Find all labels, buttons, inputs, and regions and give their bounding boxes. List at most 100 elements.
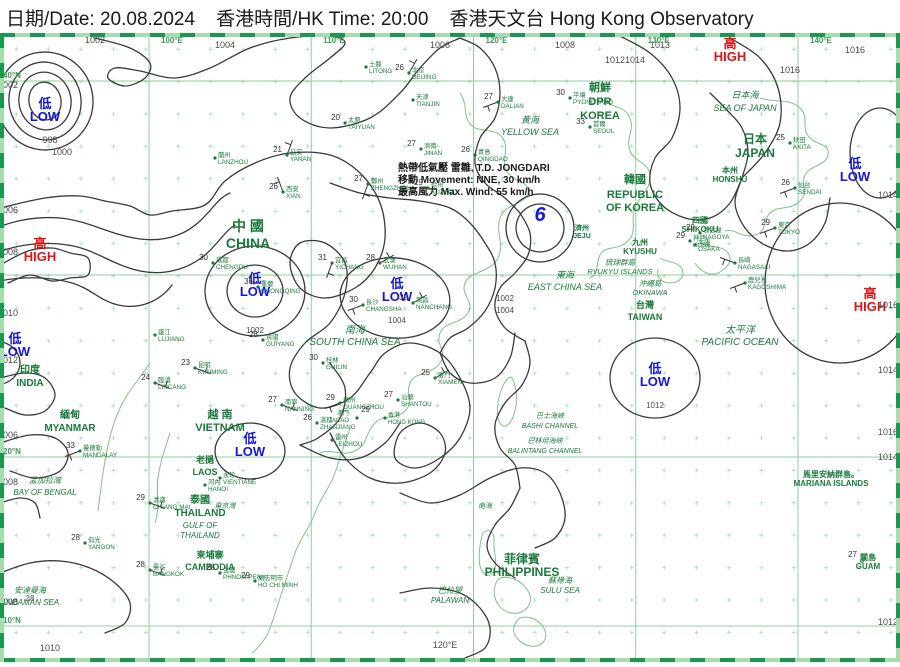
svg-text:28: 28 [366,253,375,262]
svg-text:HONSHU: HONSHU [713,175,748,184]
svg-text:東京灣: 東京灣 [215,502,237,510]
svg-text:40°N: 40°N [3,71,21,80]
svg-text:巴拉望: 巴拉望 [438,586,463,595]
svg-text:XIAN: XIAN [286,193,301,200]
svg-text:LANZHOU: LANZHOU [218,159,249,166]
svg-text:INDIA: INDIA [16,378,43,389]
svg-text:TAIYUAN: TAIYUAN [348,124,375,131]
svg-text:1014: 1014 [878,190,898,200]
svg-text:LOW: LOW [840,169,871,184]
svg-text:LUJIANG: LUJIANG [158,336,185,343]
svg-text:1004: 1004 [215,40,235,50]
svg-text:1014: 1014 [625,55,645,65]
svg-text:曼谷: 曼谷 [153,562,166,571]
svg-text:名古屋: 名古屋 [703,225,722,234]
svg-text:澳門: 澳門 [337,409,349,417]
svg-text:1014: 1014 [878,365,898,375]
svg-text:XUZHOU: XUZHOU [431,189,458,196]
svg-text:首爾: 首爾 [593,119,606,128]
svg-text:30: 30 [556,88,565,97]
svg-text:柬埔寨: 柬埔寨 [195,549,224,560]
svg-text:30: 30 [349,295,358,304]
svg-text:雷州: 雷州 [335,433,348,441]
svg-text:LOW: LOW [30,109,61,124]
svg-text:中 國: 中 國 [232,218,264,234]
svg-text:仙台: 仙台 [798,180,811,189]
svg-text:JINAN: JINAN [424,150,443,157]
svg-text:140°E: 140°E [810,36,833,45]
svg-text:29: 29 [761,218,770,227]
svg-text:武漢: 武漢 [383,255,396,264]
svg-text:REPUBLIC: REPUBLIC [607,189,663,201]
svg-text:印度: 印度 [20,363,41,376]
svg-text:東海: 東海 [556,270,576,280]
svg-text:清邁: 清邁 [153,495,166,504]
svg-text:1006: 1006 [430,40,450,50]
svg-text:鹿兒島: 鹿兒島 [748,275,767,284]
svg-text:九州: 九州 [631,237,648,247]
svg-text:OF KOREA: OF KOREA [606,202,664,214]
svg-text:老撾: 老撾 [195,454,214,465]
svg-text:成都: 成都 [216,255,229,264]
svg-text:PACIFIC OCEAN: PACIFIC OCEAN [701,337,779,348]
svg-text:26: 26 [269,182,278,191]
svg-text:長沙: 長沙 [366,298,379,306]
svg-text:CHANGSHA: CHANGSHA [366,306,402,313]
svg-text:KUNMING: KUNMING [198,369,228,376]
svg-text:27: 27 [407,139,416,148]
svg-text:青島: 青島 [478,147,491,156]
svg-text:28: 28 [136,560,145,569]
svg-text:秋田: 秋田 [793,135,806,144]
svg-text:QINGDAO: QINGDAO [478,156,508,163]
svg-text:土龍: 土龍 [369,59,382,68]
svg-text:36: 36 [244,277,253,286]
svg-text:1004: 1004 [496,306,514,315]
svg-text:南昌: 南昌 [416,295,429,304]
svg-text:胡志明市: 胡志明市 [258,573,283,582]
svg-text:YICHANG: YICHANG [335,264,364,271]
svg-text:6: 6 [534,204,546,226]
svg-text:台灣: 台灣 [636,299,654,310]
svg-text:天津: 天津 [416,93,429,101]
svg-text:THAILAND: THAILAND [180,531,220,540]
svg-text:SHANTOU: SHANTOU [401,401,432,408]
svg-text:AKITA: AKITA [793,144,812,151]
svg-text:21: 21 [273,145,282,154]
svg-text:SOUTH CHINA SEA: SOUTH CHINA SEA [309,337,401,348]
svg-text:1012: 1012 [878,617,898,627]
svg-text:巴士海峽: 巴士海峽 [536,412,565,420]
svg-text:菲律賓: 菲律賓 [504,551,540,566]
svg-text:30: 30 [309,353,318,362]
svg-text:BALINTANG CHANNEL: BALINTANG CHANNEL [508,448,583,455]
svg-text:臨滄: 臨滄 [158,375,171,384]
svg-text:120°E: 120°E [486,36,509,45]
svg-text:徐州: 徐州 [431,180,444,189]
svg-text:HO CHI MINH: HO CHI MINH [258,582,298,589]
svg-text:1016: 1016 [845,45,865,55]
svg-text:33: 33 [576,117,585,126]
svg-text:PYONGYANG: PYONGYANG [573,99,613,106]
svg-text:26: 26 [303,413,312,422]
svg-text:CHIANG MAI: CHIANG MAI [153,504,191,511]
svg-text:29: 29 [676,231,685,240]
svg-text:長崎: 長崎 [738,255,751,264]
svg-text:SULU SEA: SULU SEA [540,586,580,595]
svg-text:北京: 北京 [412,65,425,74]
svg-text:GULF OF: GULF OF [183,521,219,530]
svg-text:EAST CHINA SEA: EAST CHINA SEA [528,282,602,292]
svg-text:濟州: 濟州 [575,223,589,232]
svg-text:29: 29 [136,493,145,502]
svg-text:29: 29 [686,223,695,232]
svg-text:GUAM: GUAM [856,562,881,571]
svg-text:120°E: 120°E [433,640,458,650]
svg-text:緬甸: 緬甸 [60,408,80,421]
svg-text:LOW: LOW [235,444,266,459]
svg-text:24: 24 [141,373,150,382]
svg-text:鄭州: 鄭州 [371,176,384,185]
svg-text:LEIZHOU: LEIZHOU [335,441,363,448]
svg-text:LITONG: LITONG [369,68,392,75]
svg-text:33: 33 [66,441,75,450]
svg-text:32: 32 [399,293,408,302]
svg-text:MARIANA ISLANDS: MARIANA ISLANDS [794,479,869,488]
svg-text:27: 27 [484,92,493,101]
